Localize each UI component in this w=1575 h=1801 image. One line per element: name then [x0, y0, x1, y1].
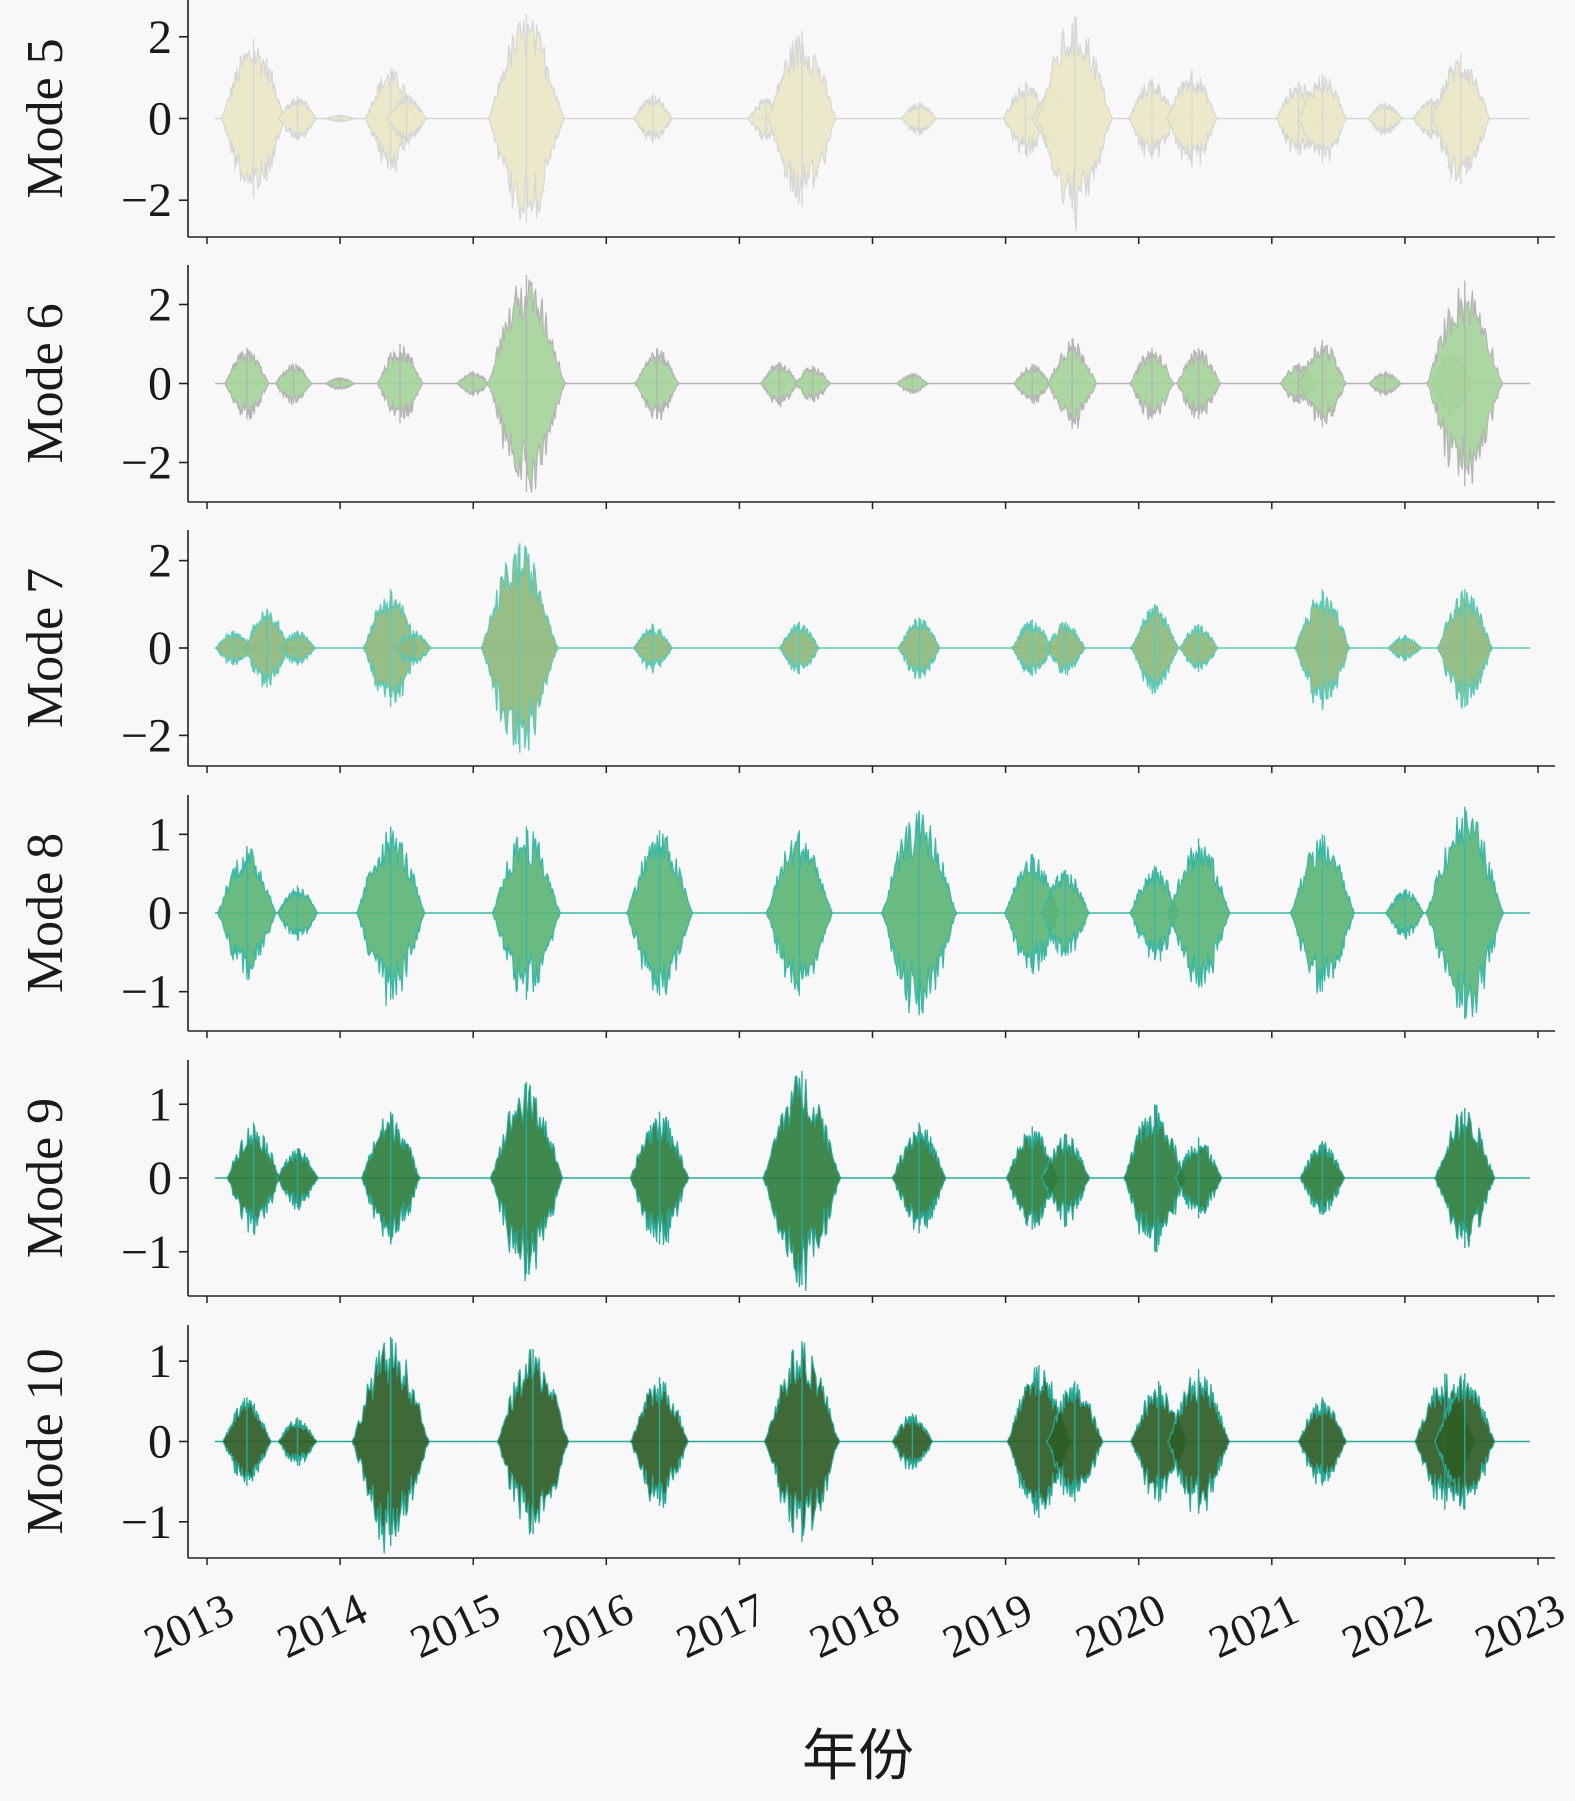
panel-ylabel: Mode 8 [17, 833, 74, 993]
y-tick-label: 0 [148, 622, 172, 675]
y-tick-label: −1 [121, 1496, 172, 1549]
y-tick-label: 0 [148, 93, 172, 146]
panel-6: 2 0 −2 Mode 6 [17, 265, 1555, 509]
x-tick-label: 2017 [669, 1583, 774, 1668]
x-tick-label: 2023 [1467, 1583, 1572, 1668]
y-tick-label: −1 [121, 966, 172, 1019]
y-tick-label: 0 [148, 358, 172, 411]
y-tick-label: 0 [148, 1152, 172, 1205]
x-tick-label: 2015 [402, 1583, 507, 1668]
x-tick-label: 2020 [1068, 1583, 1173, 1668]
x-axis-title: 年份 [802, 1726, 914, 1788]
panel-ylabel: Mode 9 [17, 1098, 74, 1258]
y-tick-label: 0 [148, 887, 172, 940]
y-tick-label: 1 [148, 1335, 172, 1388]
panel-7: 2 0 −2 Mode 7 [17, 530, 1555, 773]
x-tick-label: 2013 [136, 1583, 241, 1668]
panel-ylabel: Mode 10 [17, 1348, 74, 1534]
panel-ylabel: Mode 5 [17, 38, 74, 198]
panel-10: 1 0 −1 Mode 10 [17, 1325, 1555, 1565]
y-tick-label: 2 [148, 11, 172, 64]
x-tick-label: 2022 [1334, 1583, 1439, 1668]
x-tick-label: 2019 [935, 1583, 1040, 1668]
y-tick-label: 0 [148, 1416, 172, 1469]
panel-ylabel: Mode 7 [17, 568, 74, 728]
y-tick-label: −2 [121, 709, 172, 762]
panel-9: 1 0 −1 Mode 9 [17, 1060, 1555, 1303]
y-tick-label: −2 [121, 437, 172, 490]
x-tick-label: 2021 [1201, 1583, 1306, 1668]
y-tick-label: 1 [148, 1078, 172, 1131]
panel-8: 1 0 −1 Mode 8 [17, 795, 1555, 1038]
y-tick-label: −2 [121, 174, 172, 227]
panel-5: 2 0 −2 Mode 5 [17, 0, 1555, 244]
x-tick-label: 2018 [802, 1583, 907, 1668]
y-tick-label: 2 [148, 535, 172, 588]
x-tick-label: 2016 [536, 1583, 641, 1668]
y-tick-label: 2 [148, 279, 172, 332]
x-tick-label: 2014 [269, 1583, 374, 1668]
y-tick-label: 1 [148, 808, 172, 861]
panel-ylabel: Mode 6 [17, 303, 74, 463]
y-tick-label: −1 [121, 1226, 172, 1279]
